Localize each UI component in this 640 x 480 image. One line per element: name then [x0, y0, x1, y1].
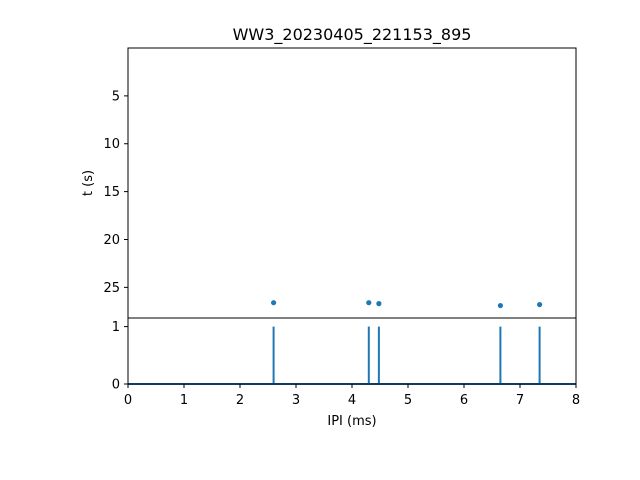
scatter-panel: 5 10 15 20 25 t (s) [81, 47, 577, 319]
spike-x-tick-label: 3 [292, 393, 300, 408]
spike-x-axis-label: IPI (ms) [327, 414, 376, 429]
spike-x-tick-label: 4 [348, 393, 356, 408]
spike-x-tick-label: 6 [460, 393, 468, 408]
scatter-point [497, 302, 503, 309]
scatter-point [537, 301, 543, 308]
scatter-y-tick-label: 10 [103, 137, 120, 152]
scatter-points [271, 300, 543, 309]
spike-x-tick-label: 5 [404, 393, 412, 408]
spike-x-tick-label: 1 [180, 393, 188, 408]
spike-x-tick-label: 8 [572, 393, 580, 408]
scatter-y-ticks: 5 10 15 20 25 [103, 89, 128, 296]
spike-x-tick-label: 7 [516, 393, 524, 408]
spike-y-tick-label: 0 [112, 378, 120, 393]
scatter-point [366, 300, 372, 306]
scatter-point [376, 301, 382, 307]
scatter-y-tick-label: 5 [112, 89, 120, 104]
spike-plot-area [127, 317, 577, 385]
scatter-point [271, 300, 277, 306]
spike-y-tick-label: 1 [112, 320, 120, 335]
scatter-y-tick-label: 20 [103, 233, 120, 248]
spike-x-tick-label: 0 [124, 393, 132, 408]
spike-lines [128, 326, 576, 385]
spike-x-ticks: 0 1 2 3 4 5 6 7 8 [124, 384, 580, 408]
spike-x-tick-label: 2 [236, 393, 244, 408]
scatter-y-tick-label: 25 [103, 281, 120, 296]
scatter-y-tick-label: 15 [103, 185, 120, 200]
scatter-plot-area [127, 47, 577, 319]
spike-y-ticks: 01 [112, 320, 128, 393]
scatter-y-axis-label: t (s) [81, 170, 96, 196]
chart-title: WW3_20230405_221153_895 [233, 25, 472, 45]
